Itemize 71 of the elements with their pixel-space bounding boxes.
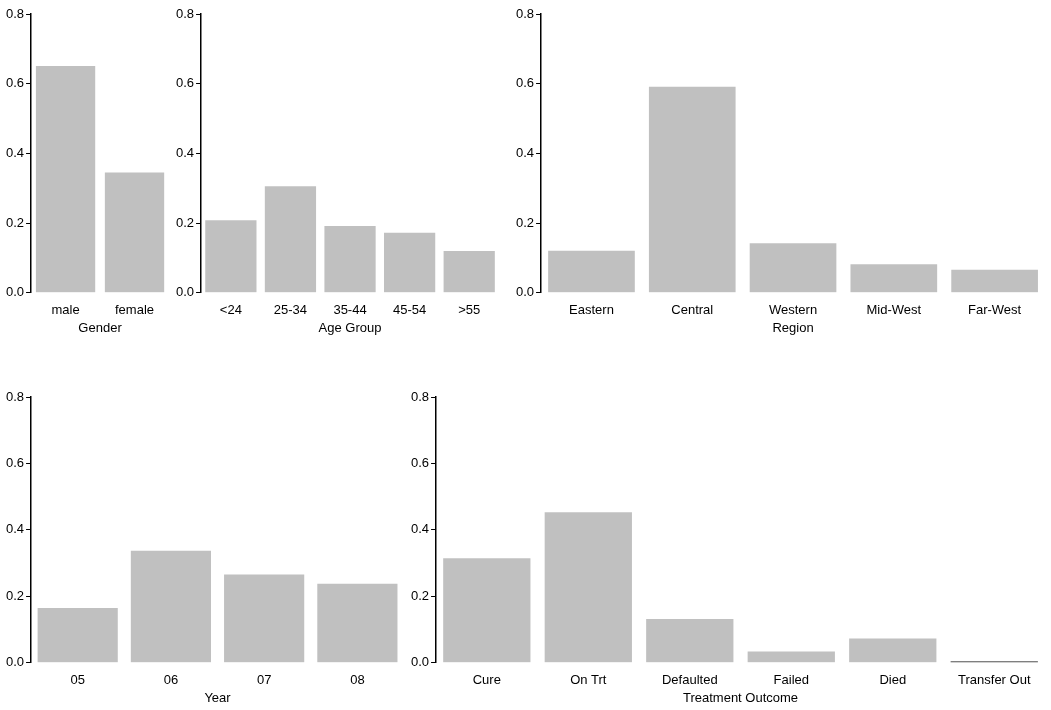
x-tick-label: Transfer Out [958, 672, 1031, 688]
bar [747, 651, 835, 663]
y-tick-label: 0.4 [5, 144, 25, 160]
x-tick-label: Defaulted [661, 672, 718, 688]
y-tick-label: 0.6 [515, 75, 535, 91]
x-tick-label: Western [768, 302, 818, 318]
x-tick-label: 45-54 [393, 302, 427, 318]
bar [324, 225, 376, 293]
y-tick-label: 0.2 [410, 587, 430, 603]
y-tick-label: 0.4 [515, 144, 535, 160]
x-tick-label: <24 [219, 302, 242, 318]
x-axis-title: Region [772, 319, 814, 335]
bar [205, 220, 257, 293]
x-tick-label: 35-44 [333, 302, 367, 318]
x-tick-label: Far-West [968, 302, 1022, 318]
bar [648, 86, 736, 293]
bar [443, 250, 495, 293]
y-tick-label: 0.2 [175, 214, 195, 230]
x-tick-label: Central [671, 302, 714, 318]
x-tick-label: 07 [256, 672, 272, 688]
x-tick-label: 05 [70, 672, 85, 688]
y-tick-label: 0.2 [515, 214, 535, 230]
bar [37, 607, 118, 663]
y-tick-label: 0.8 [5, 388, 25, 404]
bar [130, 550, 212, 663]
y-tick-label: 0.6 [5, 75, 25, 91]
bar [224, 574, 305, 663]
x-tick-label: 25-34 [273, 302, 308, 318]
x-tick-label: 08 [350, 672, 365, 688]
bar [384, 232, 436, 293]
bar [951, 269, 1038, 293]
x-tick-label: Died [879, 672, 907, 688]
x-tick-label: On Trt [570, 672, 607, 688]
bar [264, 186, 317, 293]
x-tick-label: male [51, 302, 80, 318]
x-tick-label: Failed [773, 672, 809, 688]
y-tick-label: 0.6 [5, 455, 25, 471]
x-tick-label: >55 [458, 302, 481, 318]
y-tick-label: 0.4 [410, 521, 430, 537]
bar [850, 264, 938, 293]
x-axis-title: Age Group [318, 319, 382, 335]
y-tick-label: 0.6 [410, 455, 430, 471]
x-tick-label: Mid-West [866, 302, 922, 318]
bar [544, 512, 632, 663]
x-tick-label: 06 [163, 672, 179, 688]
bar [646, 618, 734, 663]
y-tick-label: 0.0 [5, 284, 25, 300]
bar [317, 583, 398, 663]
y-tick-label: 0.0 [175, 284, 195, 300]
y-tick-label: 0.2 [5, 587, 25, 603]
x-tick-label: female [115, 302, 155, 318]
y-tick-label: 0.0 [5, 654, 25, 670]
y-tick-label: 0.8 [515, 5, 535, 21]
bar [749, 243, 837, 293]
y-tick-label: 0.2 [5, 214, 25, 230]
x-axis-title: Year [204, 689, 232, 705]
x-axis-title: Treatment Outcome [682, 689, 799, 705]
x-axis-title: Gender [78, 319, 123, 335]
bar [548, 250, 635, 293]
y-tick-label: 0.8 [410, 388, 430, 404]
y-tick-label: 0.0 [410, 654, 430, 670]
bar [849, 638, 937, 663]
x-tick-label: Cure [472, 672, 501, 688]
bar [443, 558, 531, 663]
y-tick-label: 0.8 [175, 5, 195, 21]
y-tick-label: 0.8 [5, 5, 25, 21]
y-tick-label: 0.6 [175, 75, 195, 91]
x-tick-label: Eastern [569, 302, 614, 318]
y-tick-label: 0.0 [515, 284, 535, 300]
y-tick-label: 0.4 [175, 144, 195, 160]
y-tick-label: 0.4 [5, 521, 25, 537]
